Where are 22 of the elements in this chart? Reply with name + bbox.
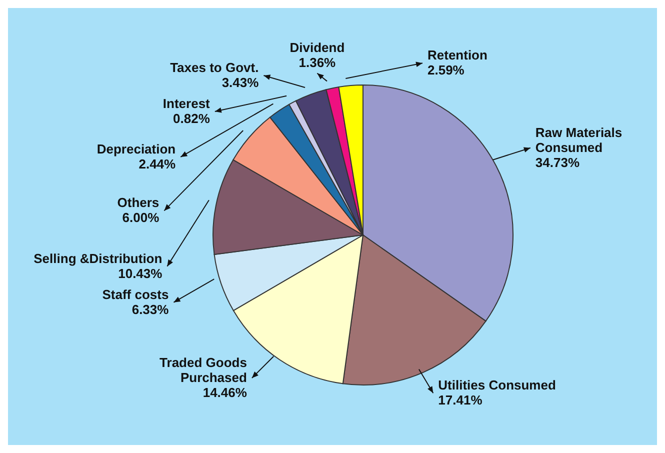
data-label: 2.44% xyxy=(138,156,176,172)
slice-label: Staff costs xyxy=(102,286,169,302)
data-label: 14.46% xyxy=(202,385,248,400)
data-label: 1.36% xyxy=(298,55,336,70)
slice-label: Retention xyxy=(428,48,488,63)
slice-label: Interest xyxy=(162,96,211,111)
data-label: 0.82% xyxy=(173,110,210,126)
data-label: 3.43% xyxy=(222,74,260,90)
data-label: 6.33% xyxy=(132,302,170,317)
slice-label: Dividend xyxy=(290,40,345,56)
slice-label: Traded Goods Purchased xyxy=(160,355,247,386)
data-label: 34.73% xyxy=(535,154,580,170)
data-label: 2.59% xyxy=(428,62,465,78)
slice-label: Selling &Distribution xyxy=(34,250,162,266)
slice-label: Utilities Consumed xyxy=(438,378,556,393)
data-label: 17.41% xyxy=(438,392,483,408)
slice-label: Others xyxy=(117,195,160,210)
data-label: 10.43% xyxy=(118,266,163,281)
slice-label: Depreciation xyxy=(96,141,176,156)
data-label: 6.00% xyxy=(122,210,160,226)
slice-label: Raw Materials Consumed xyxy=(535,124,622,155)
slice-label: Taxes to Govt. xyxy=(170,60,259,75)
